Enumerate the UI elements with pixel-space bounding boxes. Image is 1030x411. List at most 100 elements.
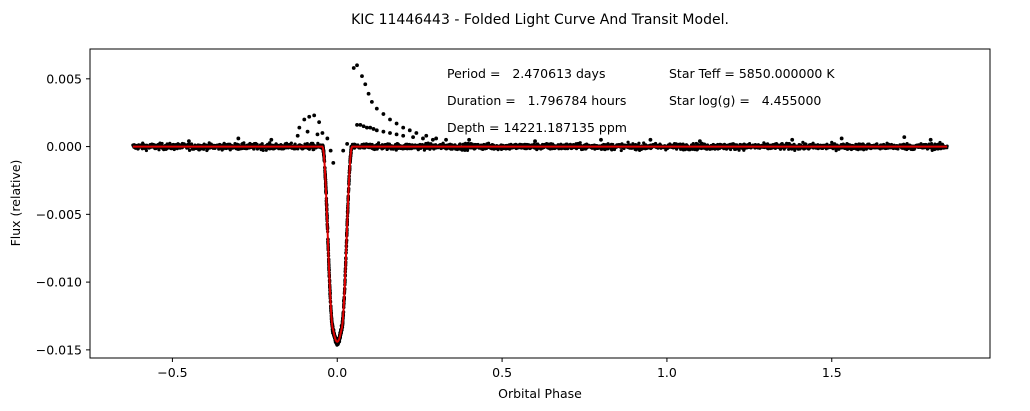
data-point	[833, 142, 837, 146]
plot-frame	[89, 48, 991, 359]
data-point	[242, 141, 246, 145]
outlier-point	[394, 121, 399, 126]
outlier-point	[928, 137, 933, 142]
data-point	[834, 149, 838, 153]
x-tick-label: 0.5	[492, 365, 512, 380]
data-point	[144, 148, 149, 153]
outlier-point	[269, 137, 274, 142]
outlier-point	[381, 112, 386, 116]
outlier-point	[325, 136, 330, 141]
outlier-point	[407, 128, 412, 133]
outlier-point	[345, 141, 350, 146]
data-point	[377, 141, 381, 145]
data-point	[737, 148, 741, 152]
outlier-point	[361, 124, 366, 129]
outlier-point	[328, 148, 333, 153]
outlier-point	[312, 113, 317, 118]
outlier-point	[297, 125, 302, 130]
data-point	[703, 143, 707, 147]
outlier-point	[358, 122, 363, 127]
outlier-point	[434, 136, 439, 141]
x-tick-label: 0.0	[327, 365, 347, 380]
y-tick-label: −0.010	[36, 275, 82, 290]
outlier-point	[467, 137, 472, 142]
data-point	[619, 148, 623, 153]
outlier-point	[366, 91, 371, 96]
chart-title: KIC 11446443 - Folded Light Curve And Tr…	[351, 12, 729, 28]
annotation-depth: Depth = 14221.187135 ppm	[447, 120, 627, 135]
data-point	[187, 148, 192, 152]
outlier-point	[599, 137, 603, 142]
outlier-point	[648, 137, 653, 142]
outlier-point	[790, 137, 795, 142]
outlier-point	[424, 133, 429, 138]
outlier-point	[374, 128, 379, 133]
outlier-point	[444, 137, 448, 142]
axis-ticks: −0.5 0.0 0.5 1.0 1.5 0.005 0.000 −0.005 −0.010 −0…	[36, 71, 842, 380]
outlier-point	[388, 131, 392, 135]
data-point	[718, 146, 722, 151]
data-point	[486, 141, 491, 145]
outlier-point	[414, 131, 419, 135]
outlier-point	[363, 82, 368, 87]
data-point	[716, 142, 720, 147]
annotation-duration: Duration = 1.796784 hours	[447, 93, 626, 108]
outlier-point	[236, 136, 241, 141]
outlier-point	[341, 148, 346, 153]
outlier-point	[388, 117, 392, 122]
data-point	[938, 140, 942, 145]
outlier-point	[430, 137, 435, 142]
data-point	[578, 141, 582, 145]
x-tick-label: −0.5	[157, 365, 187, 380]
outlier-point	[355, 122, 359, 127]
outlier-point	[394, 132, 399, 137]
model-curve-layer	[132, 145, 948, 343]
outlier-point	[902, 135, 907, 139]
data-point	[804, 142, 808, 146]
outlier-point	[351, 66, 356, 70]
outlier-point	[381, 129, 386, 134]
annotation-logg: Star log(g) = 4.455000	[669, 93, 821, 108]
data-point	[626, 140, 630, 144]
data-point	[160, 141, 164, 146]
outlier-point	[421, 136, 425, 141]
data-point	[875, 142, 879, 146]
data-point	[157, 148, 161, 152]
outlier-point	[355, 63, 359, 68]
x-tick-label: 1.5	[822, 365, 842, 380]
data-point	[862, 148, 866, 152]
outlier-point	[315, 132, 320, 137]
y-axis-label: Flux (relative)	[8, 160, 23, 247]
data-point	[811, 141, 815, 145]
outlier-point	[305, 129, 310, 134]
outlier-point	[401, 125, 406, 130]
outlier-point	[360, 74, 364, 79]
outlier-point	[187, 139, 191, 144]
outlier-point	[365, 125, 369, 130]
y-tick-label: −0.005	[36, 207, 82, 222]
outlier-point	[302, 117, 307, 122]
x-tick-label: 1.0	[657, 365, 677, 380]
y-tick-label: −0.015	[36, 342, 82, 357]
data-point	[801, 140, 805, 144]
outlier-point	[371, 127, 376, 131]
outlier-point	[697, 139, 702, 144]
outlier-point	[307, 114, 312, 119]
outlier-point	[374, 106, 379, 111]
data-point	[532, 142, 536, 146]
outlier-point	[401, 133, 406, 138]
data-point	[856, 148, 860, 152]
outlier-point	[295, 133, 300, 138]
outlier-point	[368, 125, 373, 130]
outlier-point	[317, 120, 322, 125]
outlier-point	[369, 99, 374, 104]
annotation-teff: Star Teff = 5850.000000 K	[669, 66, 835, 81]
outlier-point	[839, 136, 844, 141]
outlier-point	[533, 139, 537, 144]
y-tick-label: 0.000	[46, 139, 82, 154]
transit-model-line	[132, 145, 948, 343]
data-point	[261, 148, 265, 152]
data-point	[260, 142, 264, 146]
data-point	[336, 342, 340, 347]
